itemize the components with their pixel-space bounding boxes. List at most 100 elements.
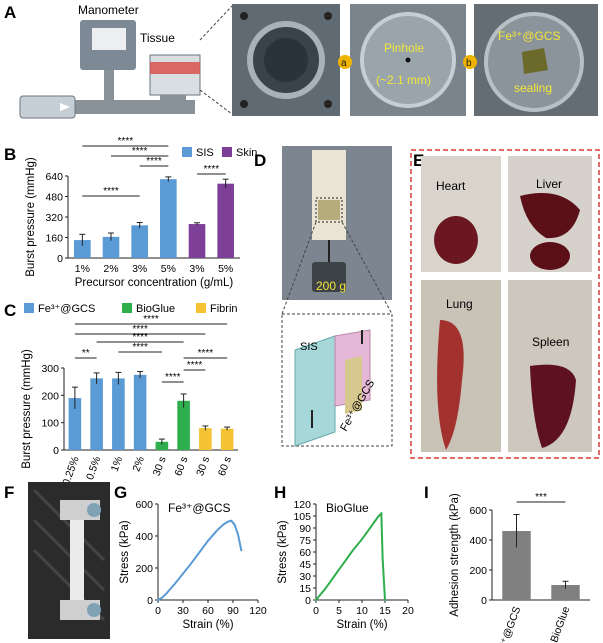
step-a-label: a bbox=[341, 58, 347, 69]
data-point bbox=[328, 581, 331, 584]
chart-title: BioGlue bbox=[326, 501, 369, 515]
significance-stars: **** bbox=[146, 156, 162, 167]
data-point bbox=[240, 549, 243, 552]
y-tick-label: 30 bbox=[299, 571, 311, 583]
data-point bbox=[161, 596, 164, 599]
legend-label: Fe³⁺@GCS bbox=[38, 303, 95, 315]
y-tick-label: 90 bbox=[299, 523, 311, 535]
y-tick-label: 400 bbox=[135, 531, 153, 543]
pinhole-size-label: (~2.1 mm) bbox=[376, 73, 431, 87]
organ-photo-liver bbox=[508, 156, 592, 272]
data-point bbox=[190, 562, 193, 565]
panel-label-b: B bbox=[4, 145, 16, 164]
chart-title: Fe³⁺@GCS bbox=[168, 501, 231, 515]
bar bbox=[155, 441, 169, 450]
panel-label-f: F bbox=[4, 483, 14, 502]
x-tick-label: 5% bbox=[218, 263, 233, 275]
pinhole-photo bbox=[350, 4, 466, 116]
y-tick-label: 300 bbox=[41, 363, 59, 375]
data-point bbox=[384, 599, 386, 601]
data-point bbox=[173, 583, 176, 585]
organ-photo-lung bbox=[421, 280, 501, 452]
data-point bbox=[315, 599, 317, 601]
data-point bbox=[319, 593, 322, 596]
x-tick-label: 20 bbox=[402, 605, 414, 617]
data-point bbox=[365, 531, 368, 534]
x-tick-label: 3% bbox=[132, 263, 147, 275]
x-axis-title: Strain (%) bbox=[336, 619, 387, 631]
x-tick-label: 5% bbox=[161, 263, 176, 275]
x-tick-label: 5 bbox=[336, 605, 342, 617]
legend-swatch bbox=[24, 303, 34, 313]
significance-stars: **** bbox=[143, 314, 159, 325]
data-point bbox=[198, 551, 201, 553]
organ-photo-spleen bbox=[508, 280, 592, 452]
y-tick-label: 15 bbox=[299, 583, 311, 595]
x-tick-label: 60 bbox=[202, 605, 214, 617]
data-point bbox=[381, 559, 384, 561]
bar bbox=[131, 225, 148, 258]
data-point bbox=[157, 599, 159, 601]
data-point bbox=[233, 523, 236, 526]
sis-label: SIS bbox=[300, 341, 318, 353]
significance-stars: **** bbox=[118, 136, 134, 147]
y-axis-title: Burst pressure (mmHg) bbox=[21, 349, 33, 469]
significance-stars: **** bbox=[187, 360, 203, 371]
y-tick-label: 400 bbox=[469, 535, 487, 547]
y-tick-label: 0 bbox=[305, 595, 311, 607]
y-tick-label: 45 bbox=[299, 559, 311, 571]
organ-label-heart: Heart bbox=[436, 179, 466, 193]
data-point bbox=[182, 572, 184, 575]
y-tick-label: 105 bbox=[293, 511, 311, 523]
organ-label-liver: Liver bbox=[536, 177, 562, 191]
legend-label: Fibrin bbox=[210, 303, 238, 315]
x-tick-label: 10 bbox=[356, 605, 368, 617]
bar bbox=[199, 428, 212, 450]
y-axis-title: Adhesion strength (kPa) bbox=[449, 493, 461, 617]
x-tick-label: 60 s bbox=[216, 455, 234, 478]
bar bbox=[68, 398, 82, 450]
x-tick-label: 30 s bbox=[194, 455, 212, 478]
y-tick-label: 640 bbox=[45, 171, 63, 183]
data-point bbox=[351, 549, 354, 552]
tissue-label: Tissue bbox=[140, 31, 175, 45]
step-a-marker bbox=[338, 55, 352, 69]
panel-label-a: A bbox=[4, 3, 16, 22]
chart-g: 0 200 400 600 0 30 60 90 120 Fe³⁺@GCS Strain (%) St… bbox=[119, 499, 267, 631]
bar bbox=[133, 374, 147, 450]
manometer-diagram bbox=[19, 20, 201, 119]
x-tick-label: 0 bbox=[313, 605, 319, 617]
bar bbox=[160, 179, 177, 258]
adhesion-schematic bbox=[281, 221, 393, 447]
x-tick-label: 2% bbox=[103, 263, 118, 275]
y-tick-label: 160 bbox=[45, 233, 63, 245]
y-axis-title: Burst pressure (mmHg) bbox=[25, 157, 37, 277]
panel-label-d: D bbox=[254, 151, 266, 170]
bar bbox=[112, 378, 125, 450]
sealant-label: Fe³⁺@GCS bbox=[498, 29, 561, 43]
y-tick-label: 0 bbox=[53, 445, 59, 457]
bar bbox=[90, 378, 103, 450]
step-b-label: b bbox=[466, 58, 472, 69]
data-point bbox=[377, 515, 379, 518]
significance-stars: **** bbox=[132, 146, 148, 157]
bar bbox=[217, 183, 234, 258]
data-point bbox=[333, 575, 336, 577]
manometer-label: Manometer bbox=[78, 3, 139, 17]
tensile-test-photo bbox=[28, 482, 110, 639]
legend-label: Skin bbox=[236, 147, 257, 159]
data-point bbox=[374, 519, 377, 521]
chart-i: 0 200 400 600 Fe³⁺@GCS BioGlue Adhesion streng… bbox=[449, 492, 590, 643]
chart-b: 0 160 320 480 640 1% 2% 3% 5% 3% 5% Burst pressure … bbox=[25, 136, 257, 289]
y-tick-label: 0 bbox=[57, 253, 63, 265]
significance-stars: **** bbox=[132, 332, 148, 343]
data-point bbox=[338, 568, 340, 571]
data-point bbox=[165, 592, 168, 595]
sealing-photo bbox=[474, 4, 598, 116]
y-tick-label: 0 bbox=[481, 595, 487, 607]
y-tick-label: 60 bbox=[299, 547, 311, 559]
x-tick-label: 90 bbox=[227, 605, 239, 617]
significance-stars: ** bbox=[82, 348, 90, 359]
